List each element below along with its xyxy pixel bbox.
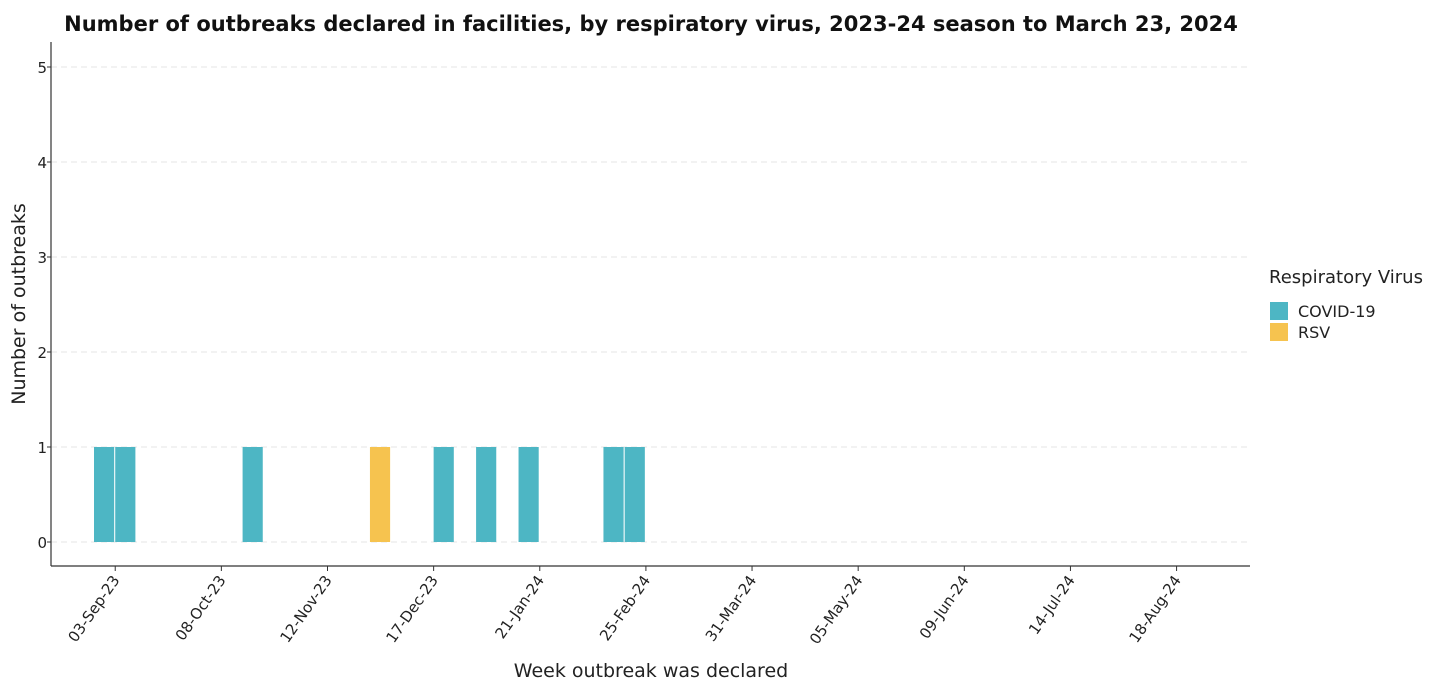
y-axis-title: Number of outbreaks — [8, 203, 30, 405]
y-tick-label: 4 — [37, 154, 47, 172]
x-axis-title: Week outbreak was declared — [514, 660, 788, 682]
x-tick-label: 08-Oct-23 — [172, 572, 230, 644]
bar-covid-19 — [476, 447, 497, 542]
x-tick-label: 25-Feb-24 — [596, 572, 654, 644]
bar-covid-19 — [115, 447, 136, 542]
bar-covid-19 — [624, 447, 645, 542]
y-tick-label: 1 — [37, 439, 47, 457]
y-tick-label: 2 — [37, 344, 47, 362]
legend-label: RSV — [1298, 323, 1330, 342]
legend-swatch — [1270, 302, 1288, 320]
x-axis-ticks: 03-Sep-23 08-Oct-23 12-Nov-23 17-Dec-23 21-J… — [64, 566, 1185, 648]
y-axis-ticks: 0 1 2 3 4 5 — [37, 59, 51, 552]
x-tick-label: 14-Jul-24 — [1025, 572, 1079, 638]
legend: Respiratory Virus COVID-19 RSV — [1269, 267, 1423, 342]
x-tick-label: 21-Jan-24 — [491, 572, 548, 642]
x-tick-label: 17-Dec-23 — [382, 572, 442, 646]
x-tick-label: 18-Aug-24 — [1125, 572, 1184, 646]
y-tick-label: 3 — [37, 249, 47, 267]
y-tick-label: 0 — [37, 534, 47, 552]
bar-covid-19 — [433, 447, 454, 542]
legend-swatch — [1270, 323, 1288, 341]
bar-covid-19 — [94, 447, 115, 542]
legend-label: COVID-19 — [1298, 302, 1376, 321]
bar-rsv — [369, 447, 391, 542]
bar-covid-19 — [242, 447, 263, 542]
bar-covid-19 — [518, 447, 539, 542]
chart-title: Number of outbreaks declared in faciliti… — [64, 12, 1238, 36]
x-tick-label: 12-Nov-23 — [276, 572, 335, 646]
x-tick-label: 09-Jun-24 — [916, 572, 973, 642]
bars — [94, 447, 645, 542]
x-tick-label: 03-Sep-23 — [64, 572, 123, 646]
bar-covid-19 — [603, 447, 624, 542]
x-tick-label: 05-May-24 — [806, 572, 866, 648]
legend-title: Respiratory Virus — [1269, 267, 1423, 288]
gridlines — [51, 66, 1250, 543]
y-tick-label: 5 — [37, 59, 47, 77]
x-tick-label: 31-Mar-24 — [702, 572, 761, 645]
